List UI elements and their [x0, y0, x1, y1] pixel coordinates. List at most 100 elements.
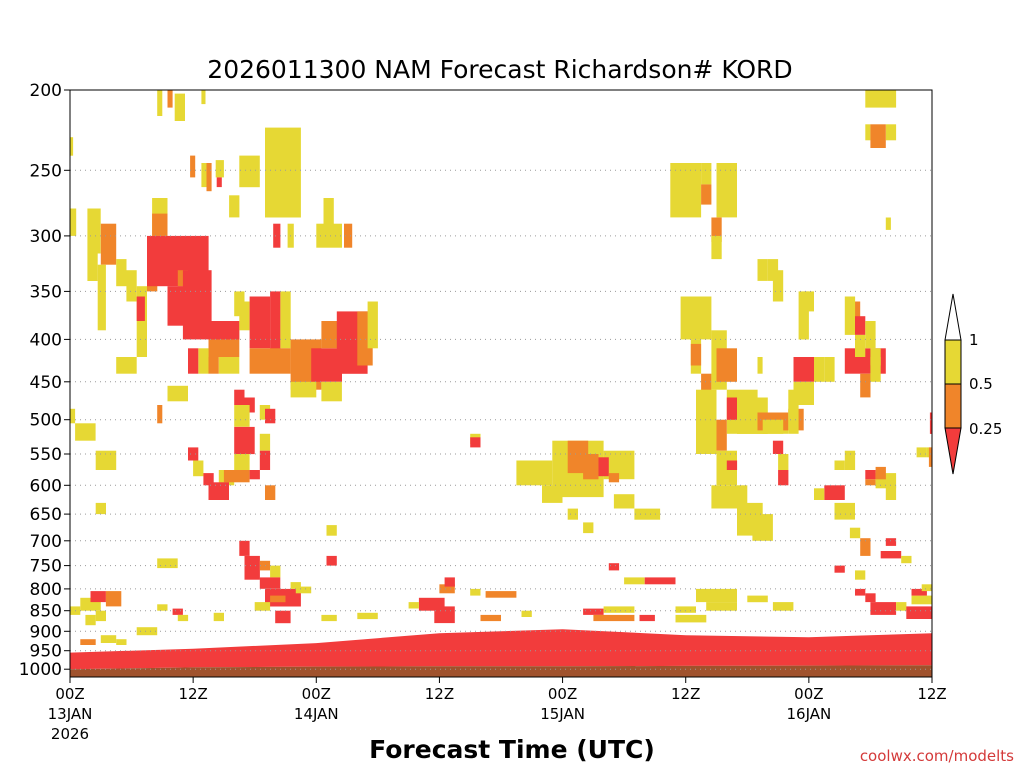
legend-yellow-bin — [944, 339, 962, 385]
ri-cell — [167, 286, 188, 326]
ri-cell — [70, 137, 74, 156]
ri-cell — [249, 348, 291, 374]
y-axis-ticks: 200 250 300 350 400 450 500 550 600 650 700 750 8008… — [19, 81, 70, 680]
ri-cell — [157, 405, 163, 424]
ri-cell — [870, 602, 897, 615]
ri-cell — [357, 612, 378, 620]
ri-cell — [434, 606, 455, 624]
ri-cell — [80, 639, 96, 645]
y-tick-label: 750 — [30, 557, 62, 577]
ri-cell — [711, 217, 722, 242]
ri-cell — [916, 447, 927, 458]
ri-cell — [157, 558, 178, 569]
ri-cell — [229, 195, 240, 218]
ri-cell — [172, 608, 183, 615]
ri-cell — [870, 348, 881, 366]
ri-cell — [265, 408, 276, 424]
ri-cell — [408, 602, 419, 609]
ri-cell — [542, 485, 563, 503]
ri-cell — [793, 357, 814, 382]
ri-cell — [167, 385, 188, 402]
ri-cell — [844, 450, 856, 470]
ri-cell — [270, 291, 281, 357]
ri-cell — [772, 440, 784, 454]
ri-cell — [860, 373, 871, 398]
ri-cell — [860, 538, 871, 556]
ri-cell — [639, 614, 655, 622]
ri-cell — [834, 502, 855, 520]
ri-cell — [87, 208, 101, 254]
x-tick-year: 2026 — [51, 725, 89, 743]
ri-cell — [136, 627, 158, 636]
ri-cell — [254, 602, 271, 611]
surface-ground — [70, 665, 932, 677]
y-tick-label: 200 — [30, 81, 62, 101]
ri-cell — [321, 614, 337, 622]
ri-cell — [244, 555, 260, 580]
legend-label-1: 1 — [969, 331, 979, 349]
ri-cell — [767, 259, 779, 281]
ri-cell — [696, 588, 737, 603]
ri-cell — [865, 470, 876, 480]
ri-cell — [870, 357, 881, 382]
ri-cell — [75, 423, 96, 441]
ri-cell — [701, 163, 712, 185]
y-tick-label: 450 — [30, 373, 62, 393]
ri-cell — [726, 397, 738, 420]
ri-cell — [203, 473, 214, 486]
ri-cell — [865, 321, 876, 349]
x-tick-label: 12Z — [917, 685, 946, 703]
legend-label-0.5: 0.5 — [969, 375, 993, 393]
colorbar-legend: 1 0.5 0.25 — [944, 293, 1002, 475]
ri-cell — [752, 514, 773, 541]
richardson-cells — [70, 90, 932, 645]
ri-cell — [834, 565, 845, 573]
ri-cell — [444, 577, 455, 587]
ri-cell — [757, 357, 763, 374]
ri-cell — [608, 563, 620, 571]
ri-cell — [265, 485, 276, 500]
ri-cell — [680, 296, 712, 340]
ri-cell — [793, 381, 814, 405]
y-tick-label: 900 — [30, 622, 62, 642]
ri-cell — [757, 259, 768, 281]
x-axis-ticks: 00Z 13JAN 2026 12Z 00Z 14JAN 12Z 00Z 15JAN 12Z 00Z… — [48, 677, 947, 743]
ri-cell — [321, 321, 342, 349]
ri-cell — [126, 270, 137, 302]
ri-cell — [855, 334, 866, 357]
ri-cell — [190, 155, 196, 178]
ri-cell — [234, 454, 250, 470]
ri-cell — [223, 470, 250, 483]
ri-cell — [834, 460, 845, 470]
ri-cell — [885, 217, 891, 230]
ri-cell — [188, 348, 199, 374]
legend-top-arrow — [944, 293, 962, 341]
ri-cell — [485, 591, 517, 598]
ri-cell — [193, 460, 204, 477]
ri-cell — [367, 301, 378, 349]
ri-cell — [234, 426, 255, 455]
ri-cell — [711, 485, 748, 509]
ri-cell — [259, 560, 271, 571]
x-tick-date: 15JAN — [540, 705, 585, 723]
ri-cell — [824, 357, 835, 382]
x-tick-label: 00Z — [55, 685, 84, 703]
pbl-red-band — [70, 629, 932, 670]
ri-cell — [675, 606, 696, 613]
ri-cell — [701, 184, 712, 205]
ri-cell — [213, 612, 224, 622]
ri-cell — [270, 565, 281, 578]
legend-bottom-arrow — [944, 427, 962, 475]
ri-cell — [716, 348, 737, 382]
ri-cell — [726, 460, 738, 470]
ri-cell — [706, 602, 737, 611]
ri-cell — [116, 357, 137, 374]
ri-cell — [870, 124, 886, 148]
ri-cell — [911, 588, 927, 596]
ri-cell — [167, 90, 173, 108]
ri-cell — [624, 577, 645, 585]
ri-cell — [885, 485, 897, 500]
ri-cell — [814, 357, 825, 382]
ri-cell — [326, 555, 337, 566]
